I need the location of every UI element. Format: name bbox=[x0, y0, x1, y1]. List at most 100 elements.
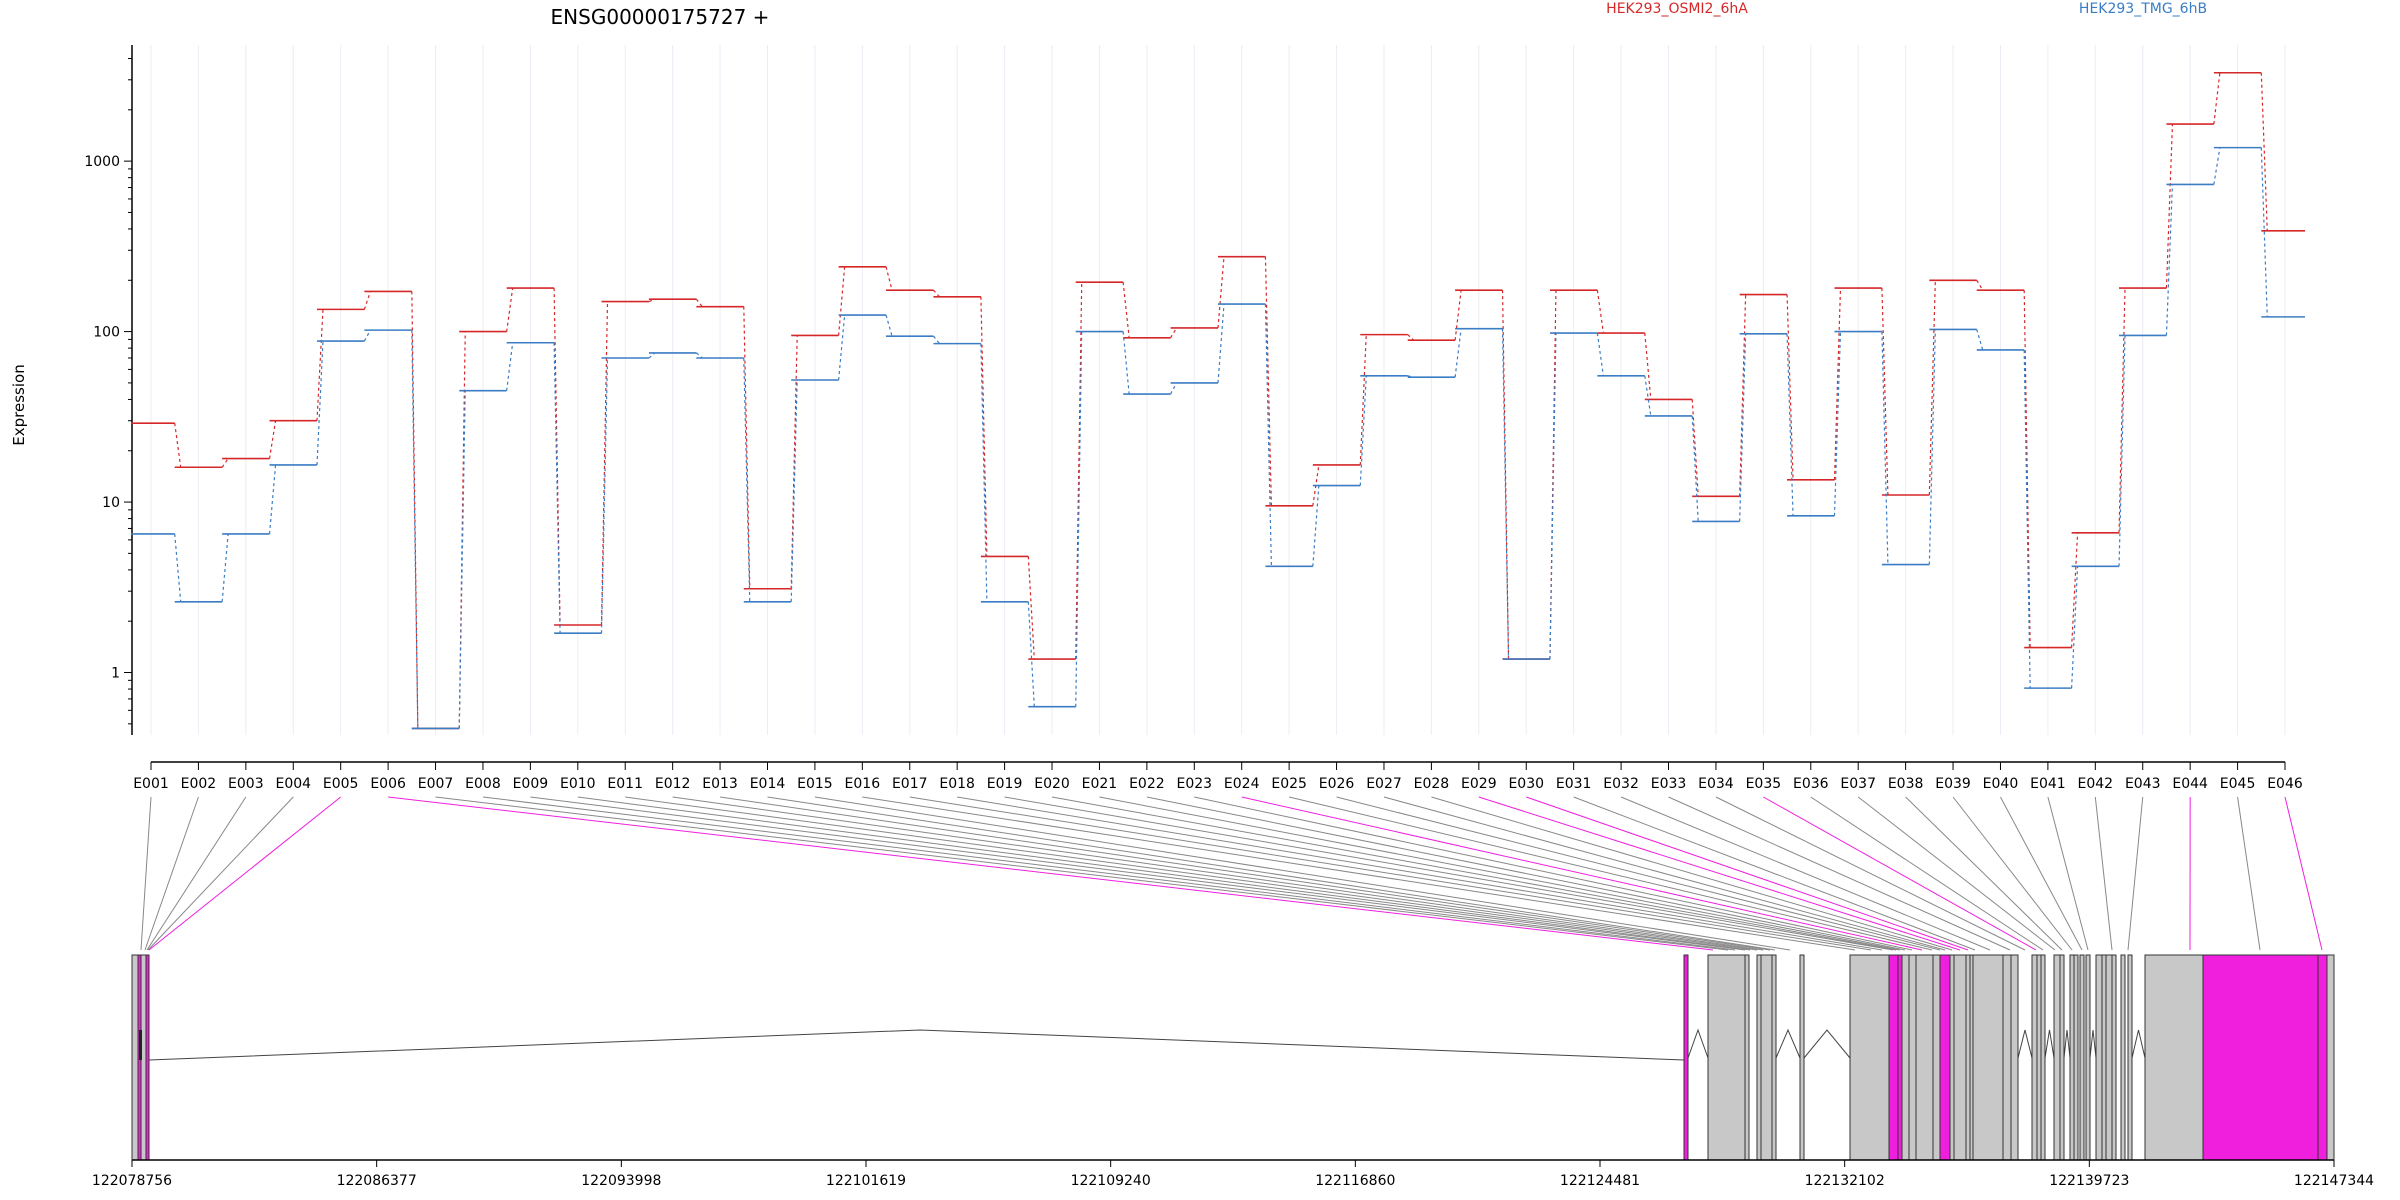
x-tick-label-e008: E008 bbox=[465, 776, 501, 792]
series-1-connector bbox=[1596, 290, 1604, 334]
series-1-connector bbox=[316, 309, 324, 421]
exon-block bbox=[2031, 954, 2038, 1161]
exon-block-highlighted bbox=[2202, 954, 2319, 1161]
x-tick-label-e020: E020 bbox=[1034, 776, 1070, 792]
x-tick-label-e032: E032 bbox=[1603, 776, 1639, 792]
series-2-connector bbox=[1786, 333, 1794, 516]
exon-link-e038 bbox=[1905, 796, 2063, 951]
series-1-connector bbox=[1691, 399, 1699, 497]
series-1-connector bbox=[1075, 282, 1083, 660]
series-2-connector bbox=[1549, 333, 1557, 660]
exon-block bbox=[2010, 954, 2019, 1161]
series-2-connector bbox=[1359, 375, 1367, 486]
series-2-connector bbox=[1122, 331, 1130, 395]
x-tick-label-e007: E007 bbox=[418, 776, 454, 792]
x-tick-label-e033: E033 bbox=[1651, 776, 1687, 792]
genomic-tick-label: 122147344 bbox=[2294, 1173, 2374, 1189]
x-tick-label-e002: E002 bbox=[181, 776, 217, 792]
series-1-connector bbox=[885, 266, 893, 291]
series-1-connector bbox=[1739, 294, 1747, 497]
x-tick-label-e019: E019 bbox=[987, 776, 1023, 792]
series-2-connector bbox=[2023, 349, 2031, 689]
exon-block bbox=[2144, 954, 2204, 1161]
series-2-connector bbox=[506, 342, 514, 391]
exon-link-e042 bbox=[2094, 796, 2113, 951]
exon-block bbox=[2069, 954, 2075, 1161]
exon-link-e017 bbox=[909, 796, 1872, 951]
exon-block bbox=[2079, 954, 2085, 1161]
series-1-connector bbox=[174, 423, 182, 468]
exon-link-e009 bbox=[530, 796, 1746, 951]
intron-line bbox=[1803, 1029, 1851, 1059]
exon-link-e041 bbox=[2047, 796, 2089, 951]
x-tick-label-e005: E005 bbox=[323, 776, 359, 792]
series-2-connector bbox=[458, 390, 466, 729]
series-1-connector bbox=[411, 291, 419, 729]
series-2-connector bbox=[363, 329, 371, 342]
series-2-connector bbox=[1407, 375, 1414, 378]
exon-link-e029 bbox=[1478, 796, 1961, 951]
exon-link-e014 bbox=[767, 796, 1776, 951]
y-tick-label: 100 bbox=[93, 325, 120, 341]
series-1-connector bbox=[1881, 288, 1889, 496]
y-tick-label: 1000 bbox=[84, 154, 120, 170]
exon-link-e025 bbox=[1289, 796, 1933, 951]
series-2-connector bbox=[600, 357, 609, 634]
series-1 bbox=[131, 71, 2305, 730]
x-tick-label-e034: E034 bbox=[1698, 776, 1734, 792]
x-tick-label-e023: E023 bbox=[1176, 776, 1212, 792]
exon-link-e012 bbox=[672, 796, 1764, 951]
series-1-connector bbox=[1027, 556, 1035, 660]
series-1-connector bbox=[1644, 333, 1652, 400]
x-tick-label-e029: E029 bbox=[1461, 776, 1497, 792]
series-1-connector bbox=[1407, 334, 1415, 341]
intron-line bbox=[2089, 1029, 2097, 1059]
series-2-connector bbox=[553, 342, 561, 634]
exon-block bbox=[1901, 954, 1910, 1161]
exon-block bbox=[1949, 954, 1955, 1161]
x-tick-label-e013: E013 bbox=[702, 776, 738, 792]
exon-link-e008 bbox=[482, 796, 1736, 951]
series-2-connector bbox=[2165, 184, 2174, 336]
series-1-connector bbox=[1170, 327, 1178, 339]
exon-link-e002 bbox=[144, 796, 199, 951]
series-2-connector bbox=[1075, 331, 1083, 707]
x-tick-label-e043: E043 bbox=[2125, 776, 2161, 792]
exon-block bbox=[2002, 954, 2012, 1161]
genomic-tick-label: 122093998 bbox=[581, 1173, 661, 1189]
x-tick-label-e012: E012 bbox=[655, 776, 691, 792]
y-axis-label: Expression bbox=[10, 364, 28, 445]
series-2-connector bbox=[1976, 329, 1984, 351]
x-tick-label-e010: E010 bbox=[560, 776, 596, 792]
exon-link-e001 bbox=[140, 796, 152, 951]
series-1-connector bbox=[1264, 256, 1273, 506]
exon-link-e039 bbox=[1952, 796, 2073, 951]
exon-block bbox=[2101, 954, 2107, 1161]
exon-block bbox=[2127, 954, 2133, 1161]
exon-link-e015 bbox=[814, 796, 1791, 951]
exon-block bbox=[1707, 954, 1746, 1161]
exon-block bbox=[1965, 954, 1971, 1161]
exon-block-highlighted bbox=[1897, 954, 1903, 1161]
series-2-connector bbox=[2260, 147, 2268, 317]
x-tick-label-e021: E021 bbox=[1082, 776, 1118, 792]
x-tick-label-e016: E016 bbox=[845, 776, 881, 792]
genomic-tick-label: 122124481 bbox=[1560, 1173, 1640, 1189]
exon-block bbox=[2326, 954, 2335, 1161]
series-1-connector bbox=[1217, 256, 1225, 329]
series-2-connector bbox=[268, 464, 277, 534]
exon-block bbox=[2073, 954, 2079, 1161]
series-2-connector bbox=[316, 341, 324, 466]
exon-block bbox=[1972, 954, 2004, 1161]
exon-link-e021 bbox=[1099, 796, 1901, 951]
exon-block bbox=[1744, 954, 1750, 1161]
series-2-connector bbox=[2071, 566, 2079, 689]
intron-line bbox=[1687, 1028, 1709, 1059]
series-1-connector bbox=[1454, 290, 1462, 341]
genomic-tick-label: 122101619 bbox=[826, 1173, 906, 1189]
series-2-connector bbox=[790, 379, 798, 602]
exon-link-e027 bbox=[1383, 796, 1946, 951]
series-2-connector bbox=[1217, 304, 1225, 383]
vertical-grid bbox=[150, 45, 2286, 735]
exon-link-e028 bbox=[1431, 796, 1953, 951]
